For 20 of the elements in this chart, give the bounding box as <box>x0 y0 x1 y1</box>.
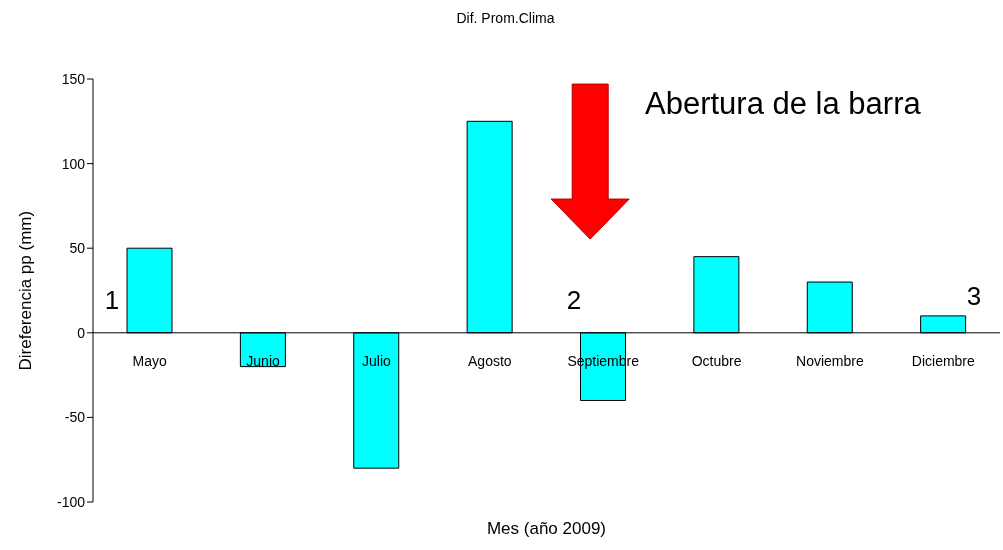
x-tick-label: Diciembre <box>911 352 976 369</box>
y-tick-label: 0 <box>77 324 86 341</box>
annotation: 3 <box>966 280 982 312</box>
y-tick-label: 150 <box>61 70 86 87</box>
x-tick-label: Noviembre <box>796 352 864 369</box>
y-tick-label: -50 <box>64 409 86 426</box>
annotation: 1 <box>104 284 120 316</box>
y-tick-label: 100 <box>61 155 86 172</box>
chart-title: Dif. Prom.Clima <box>455 10 556 26</box>
x-tick-label: Julio <box>362 352 392 369</box>
x-tick-label: Agosto <box>468 352 512 369</box>
x-axis-title: Mes (año 2009) <box>486 519 607 538</box>
y-tick-label: 50 <box>69 240 86 257</box>
x-tick-label: Octubre <box>691 352 742 369</box>
x-tick-label: Junio <box>246 352 281 369</box>
annotation: 2 <box>566 284 582 316</box>
y-tick-label: -100 <box>56 493 86 510</box>
annotation: Abertura de la barra <box>645 86 921 122</box>
y-axis-title: Direferencia pp (mm) <box>16 210 36 371</box>
x-tick-label: Mayo <box>132 352 168 369</box>
